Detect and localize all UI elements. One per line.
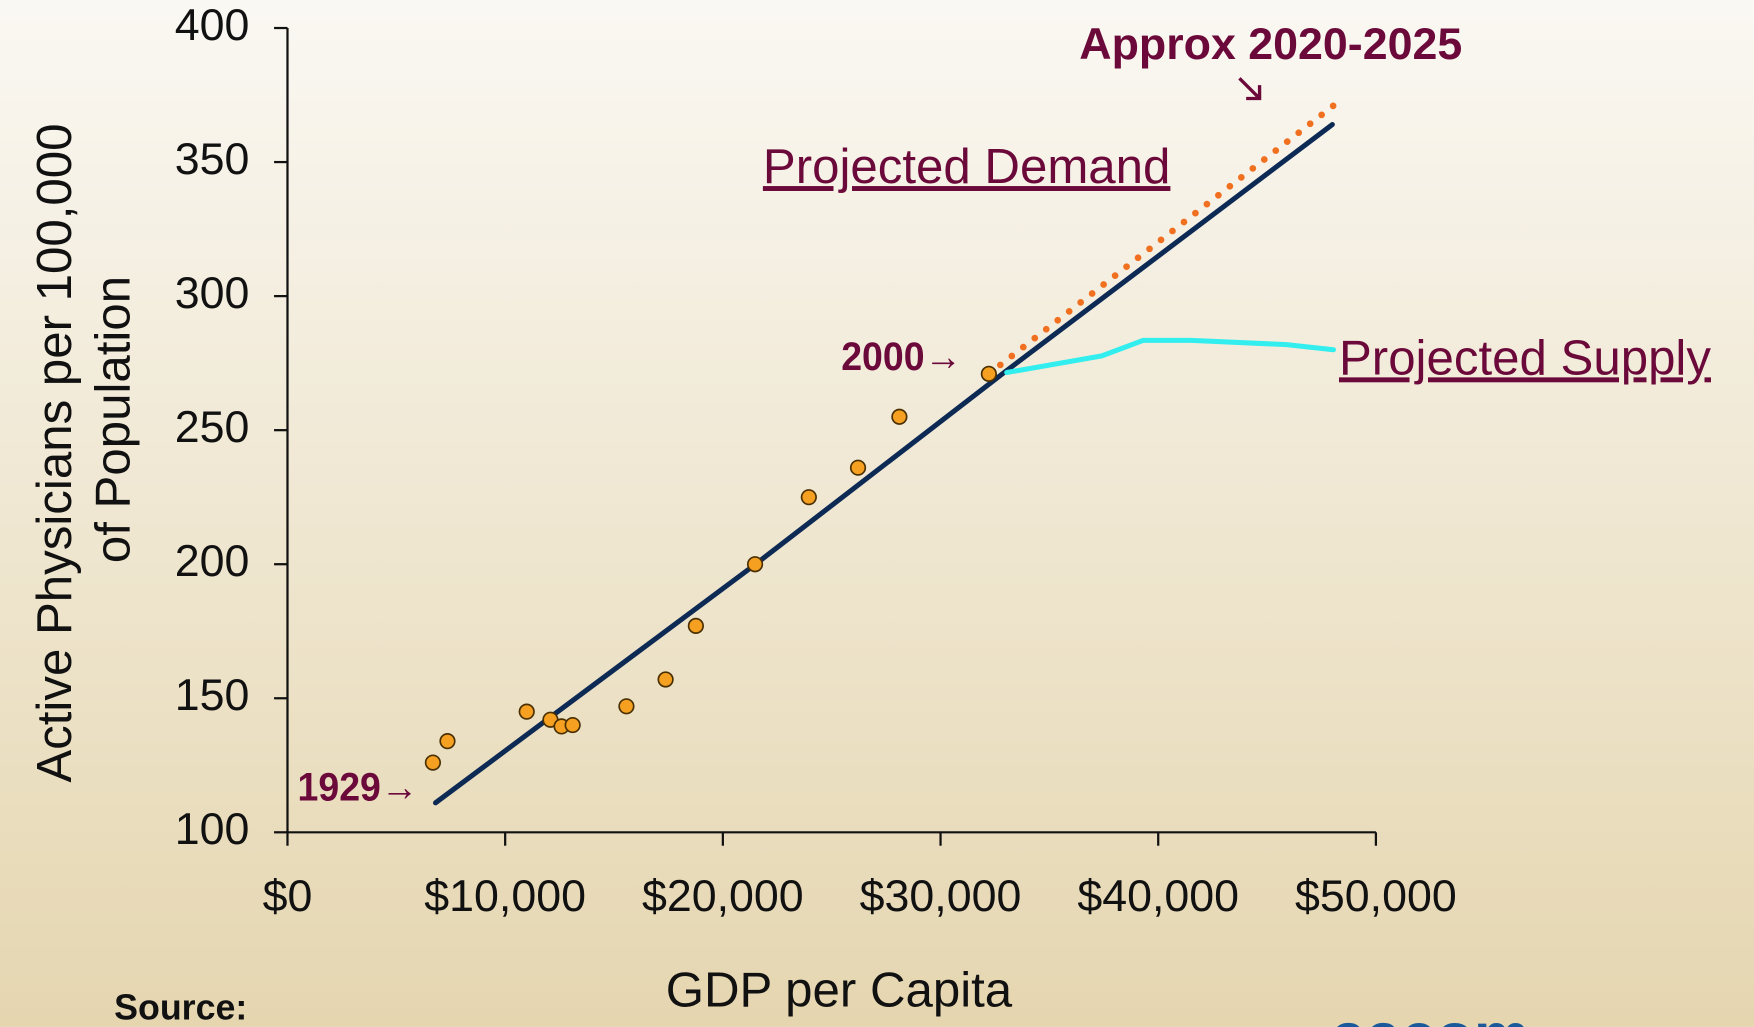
y-tick-label: 200 bbox=[175, 536, 250, 586]
x-tick-label: $30,000 bbox=[860, 871, 1022, 921]
y-tick-label: 350 bbox=[175, 134, 250, 184]
x-tick-label: $20,000 bbox=[642, 871, 804, 921]
annotation: Projected Demand bbox=[763, 139, 1171, 194]
y-tick-label: 100 bbox=[175, 804, 250, 854]
data-point bbox=[564, 716, 581, 734]
y-axis-label: Active Physicians per 100,000 bbox=[27, 124, 82, 783]
data-point bbox=[849, 459, 867, 476]
annotation: 1929→ bbox=[298, 764, 419, 809]
data-point bbox=[657, 671, 674, 688]
y-tick-label: 150 bbox=[175, 670, 250, 720]
x-tick-label: $40,000 bbox=[1077, 871, 1239, 921]
data-point bbox=[618, 698, 635, 715]
logo: aacom bbox=[1331, 1001, 1529, 1027]
y-tick-label: 250 bbox=[175, 402, 250, 452]
data-point bbox=[518, 703, 535, 720]
x-tick-label: $0 bbox=[263, 871, 313, 921]
y-tick-label: 400 bbox=[175, 0, 250, 50]
plot-area: 100 150 200 250 300 350 400 $0 $10,000 $20,000 $30… bbox=[175, 0, 1457, 921]
annotation-arrow bbox=[1238, 77, 1262, 101]
y-axis-label: of Population bbox=[85, 276, 140, 563]
x-tick-label: $10,000 bbox=[424, 871, 586, 921]
annotation: 2000→ bbox=[841, 334, 962, 379]
trend-line bbox=[432, 122, 1335, 806]
source-label: Source: bbox=[114, 988, 247, 1027]
data-point bbox=[980, 365, 997, 382]
y-tick-label: 300 bbox=[175, 268, 250, 318]
data-point bbox=[746, 556, 764, 573]
annotation: Approx 2020-2025 bbox=[1079, 19, 1462, 69]
data-point bbox=[891, 408, 908, 425]
data-point bbox=[687, 617, 704, 634]
annotation: Projected Supply bbox=[1339, 330, 1711, 385]
data-point bbox=[439, 733, 456, 750]
projection-line bbox=[985, 97, 1344, 378]
x-axis-label: GDP per Capita bbox=[666, 962, 1013, 1017]
data-point bbox=[800, 489, 817, 506]
x-tick-label: $50,000 bbox=[1295, 871, 1457, 921]
trend-line bbox=[1004, 337, 1336, 376]
data-point bbox=[424, 754, 442, 771]
